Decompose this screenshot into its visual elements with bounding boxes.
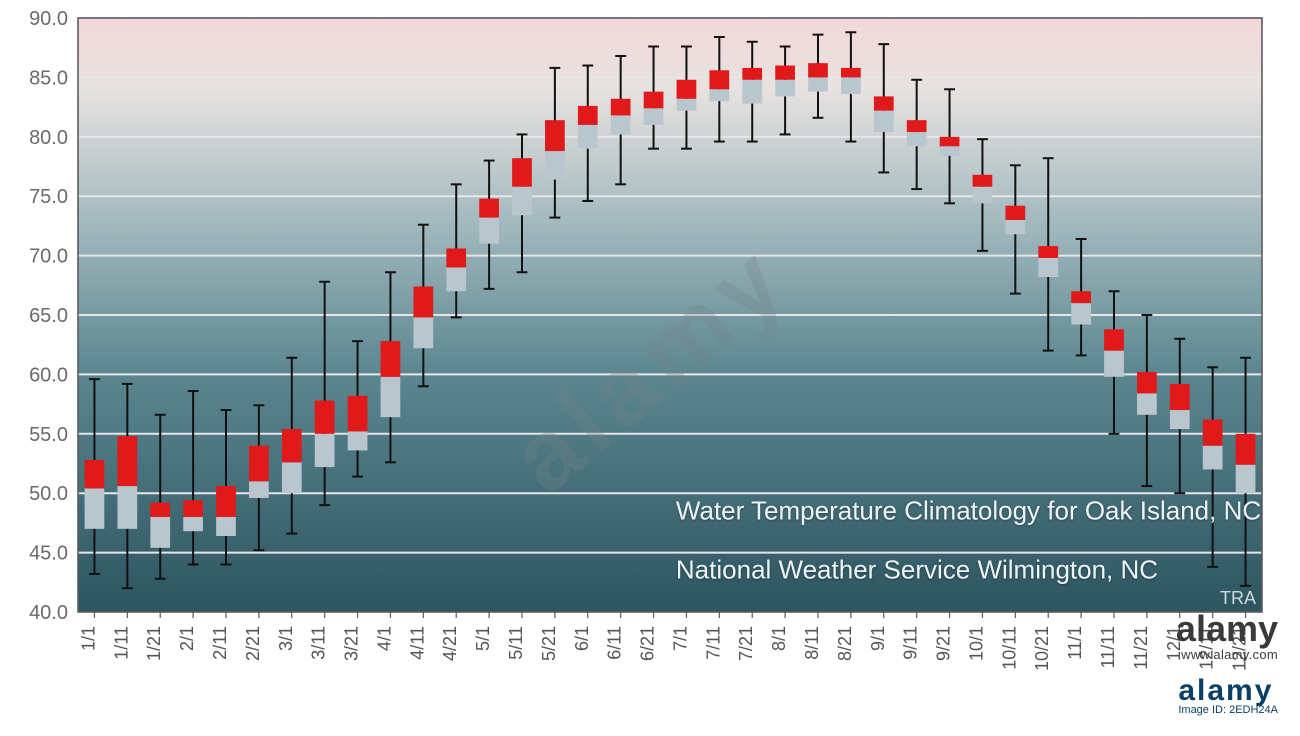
x-tick-label: 1/1 (78, 626, 98, 651)
x-tick-label: 12/21 (1230, 626, 1250, 671)
y-tick-label: 80.0 (29, 127, 68, 149)
x-tick-label: 9/1 (868, 626, 888, 651)
y-tick-label: 90.0 (29, 8, 68, 30)
x-tick-label: 5/11 (506, 626, 526, 660)
y-tick-label: 45.0 (29, 543, 68, 565)
x-tick-label: 10/11 (999, 626, 1019, 670)
y-tick-label: 50.0 (29, 483, 68, 505)
water-temp-chart: 40.0 45.0 50.0 55.0 60.0 65.0 70.0 75.0 80.0 85.0… (0, 0, 1300, 736)
x-tick-label: 5/21 (539, 626, 559, 661)
chart-corner-label: TRA (1220, 588, 1256, 608)
x-tick-label: 8/21 (835, 626, 855, 661)
x-tick-label: 2/1 (177, 626, 197, 651)
x-tick-label: 7/1 (670, 626, 690, 651)
x-tick-label: 4/21 (440, 626, 460, 661)
x-tick-label: 2/21 (243, 626, 263, 661)
x-tick-label: 4/11 (407, 626, 427, 660)
x-tick-label: 3/1 (276, 626, 296, 651)
x-tick-label: 10/21 (1032, 626, 1052, 671)
chart-title-line2: National Weather Service Wilmington, NC (676, 555, 1158, 585)
y-tick-label: 85.0 (29, 67, 68, 89)
x-tick-label: 1/11 (111, 626, 131, 660)
x-tick-label: 2/11 (210, 626, 230, 660)
x-tick-label: 12/1 (1164, 626, 1184, 661)
x-tick-label: 11/21 (1131, 626, 1151, 670)
x-tick-label: 8/1 (769, 626, 789, 651)
y-tick-label: 40.0 (29, 602, 68, 624)
x-tick-label: 10/1 (966, 626, 986, 661)
x-tick-label: 8/11 (802, 626, 822, 660)
x-tick-label: 11/11 (1098, 626, 1118, 668)
y-tick-label: 55.0 (29, 424, 68, 446)
x-tick-label: 7/21 (736, 626, 756, 661)
x-tick-label: 9/11 (901, 626, 921, 660)
y-tick-label: 70.0 (29, 246, 68, 268)
x-tick-label: 4/1 (374, 626, 394, 651)
x-tick-label: 3/11 (309, 626, 329, 660)
x-tick-label: 6/1 (572, 626, 592, 651)
chart-title-line1: Water Temperature Climatology for Oak Is… (676, 495, 1261, 525)
x-tick-label: 6/11 (605, 626, 625, 660)
y-tick-label: 75.0 (29, 186, 68, 208)
x-tick-label: 7/11 (703, 626, 723, 660)
x-tick-label: 6/21 (638, 626, 658, 661)
x-tick-label: 5/1 (473, 626, 493, 651)
y-tick-label: 60.0 (29, 364, 68, 386)
x-tick-label: 11/1 (1065, 626, 1085, 660)
y-tick-label: 65.0 (29, 305, 68, 327)
x-tick-label: 9/21 (934, 626, 954, 661)
x-tick-label: 3/21 (342, 626, 362, 661)
x-tick-label: 1/21 (144, 626, 164, 661)
x-tick-label: 12/11 (1197, 626, 1217, 670)
